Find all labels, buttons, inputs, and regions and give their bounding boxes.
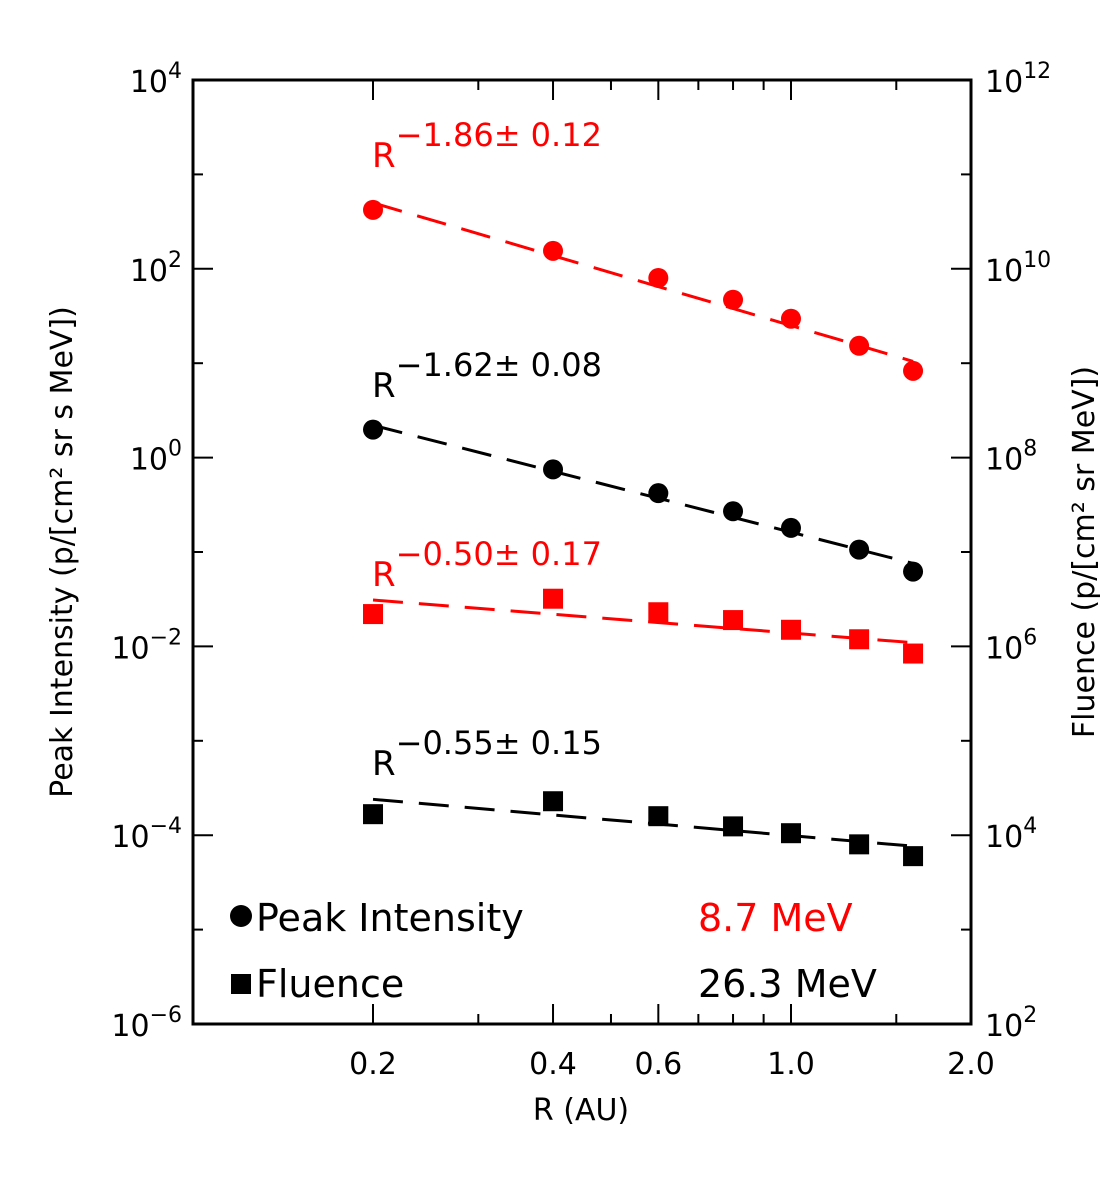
fit-line-3 (372, 797, 914, 848)
data-point-square (903, 846, 924, 867)
data-point-square (903, 643, 924, 664)
data-point-square (543, 588, 564, 609)
fit-line-1 (372, 423, 914, 565)
data-point-square (363, 804, 384, 825)
fit-annotation: R−0.50± 0.17 (372, 535, 602, 595)
data-point-circle (648, 267, 669, 288)
y-left-tick-label: 102 (130, 248, 182, 289)
data-point-circle (363, 419, 384, 440)
data-point-circle (849, 335, 870, 356)
data-point-square (543, 791, 564, 812)
data-point-square (849, 629, 870, 650)
fit-line-2 (372, 598, 914, 645)
data-point-square (849, 834, 870, 855)
data-point-circle (363, 199, 384, 220)
data-point-square (723, 816, 744, 837)
data-point-circle (903, 561, 924, 582)
data-point-square (648, 806, 669, 827)
y-right-tick-label: 104 (985, 814, 1037, 855)
data-point-square (780, 619, 801, 640)
x-tick-label: 0.2 (349, 1047, 397, 1082)
data-point-circle (543, 240, 564, 261)
y-right-tick-label: 106 (985, 625, 1037, 666)
fit-annotation: R−1.86± 0.12 (372, 116, 602, 176)
data-point-circle (780, 308, 801, 329)
x-tick-label: 1.0 (767, 1047, 815, 1082)
fit-lines (372, 201, 914, 848)
legend-label-fluence: Fluence (256, 962, 404, 1006)
legend-circle-marker (230, 905, 252, 927)
y-right-tick-label: 102 (985, 1003, 1037, 1044)
fit-annotation: R−1.62± 0.08 (372, 346, 602, 406)
fit-line-0 (372, 201, 914, 363)
data-point-square (363, 604, 384, 625)
data-point-circle (648, 483, 669, 504)
legend-label-peak: Peak Intensity (256, 896, 524, 940)
data-point-circle (543, 459, 564, 480)
data-point-square (648, 602, 669, 623)
legend: Peak Intensity Fluence 8.7 MeV 26.3 MeV (230, 896, 877, 1006)
data-point-circle (723, 501, 744, 522)
y-left-tick-label: 100 (130, 437, 182, 478)
data-point-circle (780, 517, 801, 538)
y-left-tick-label: 104 (130, 59, 182, 100)
y-right-tick-label: 1012 (985, 59, 1051, 100)
legend-square-marker (231, 974, 251, 994)
annotations: R−1.86± 0.12 R−1.62± 0.08 R−0.50± 0.17 R−0.… (372, 116, 602, 784)
y-left-tick-label: 10−6 (111, 1003, 182, 1044)
y-axis-left-label: Peak Intensity (p/[cm² sr s MeV]) (45, 306, 80, 798)
y-right-tick-label: 1010 (985, 248, 1051, 289)
axes: 104 102 100 10−2 10−4 10−6 1012 1010 108 106 104 10… (111, 59, 1051, 1082)
legend-energy-low: 8.7 MeV (698, 896, 853, 940)
y-axis-right-label: Fluence (p/[cm² sr MeV]) (1067, 366, 1100, 738)
x-tick-label: 0.6 (634, 1047, 682, 1082)
data-point-circle (723, 289, 744, 310)
data-point-circle (849, 539, 870, 560)
data-point-square (780, 823, 801, 844)
x-axis-label: R (AU) (533, 1093, 629, 1128)
data-point-square (723, 610, 744, 631)
legend-energy-high: 26.3 MeV (698, 962, 877, 1006)
x-tick-label: 2.0 (947, 1047, 995, 1082)
fit-annotation: R−0.55± 0.15 (372, 724, 602, 784)
data-point-circle (903, 360, 924, 381)
y-left-tick-label: 10−4 (111, 814, 182, 855)
x-tick-label: 0.4 (529, 1047, 577, 1082)
y-right-tick-label: 108 (985, 437, 1037, 478)
y-left-tick-label: 10−2 (111, 625, 182, 666)
labels: R (AU) Peak Intensity (p/[cm² sr s MeV])… (45, 306, 1100, 1128)
data-points (363, 199, 924, 867)
